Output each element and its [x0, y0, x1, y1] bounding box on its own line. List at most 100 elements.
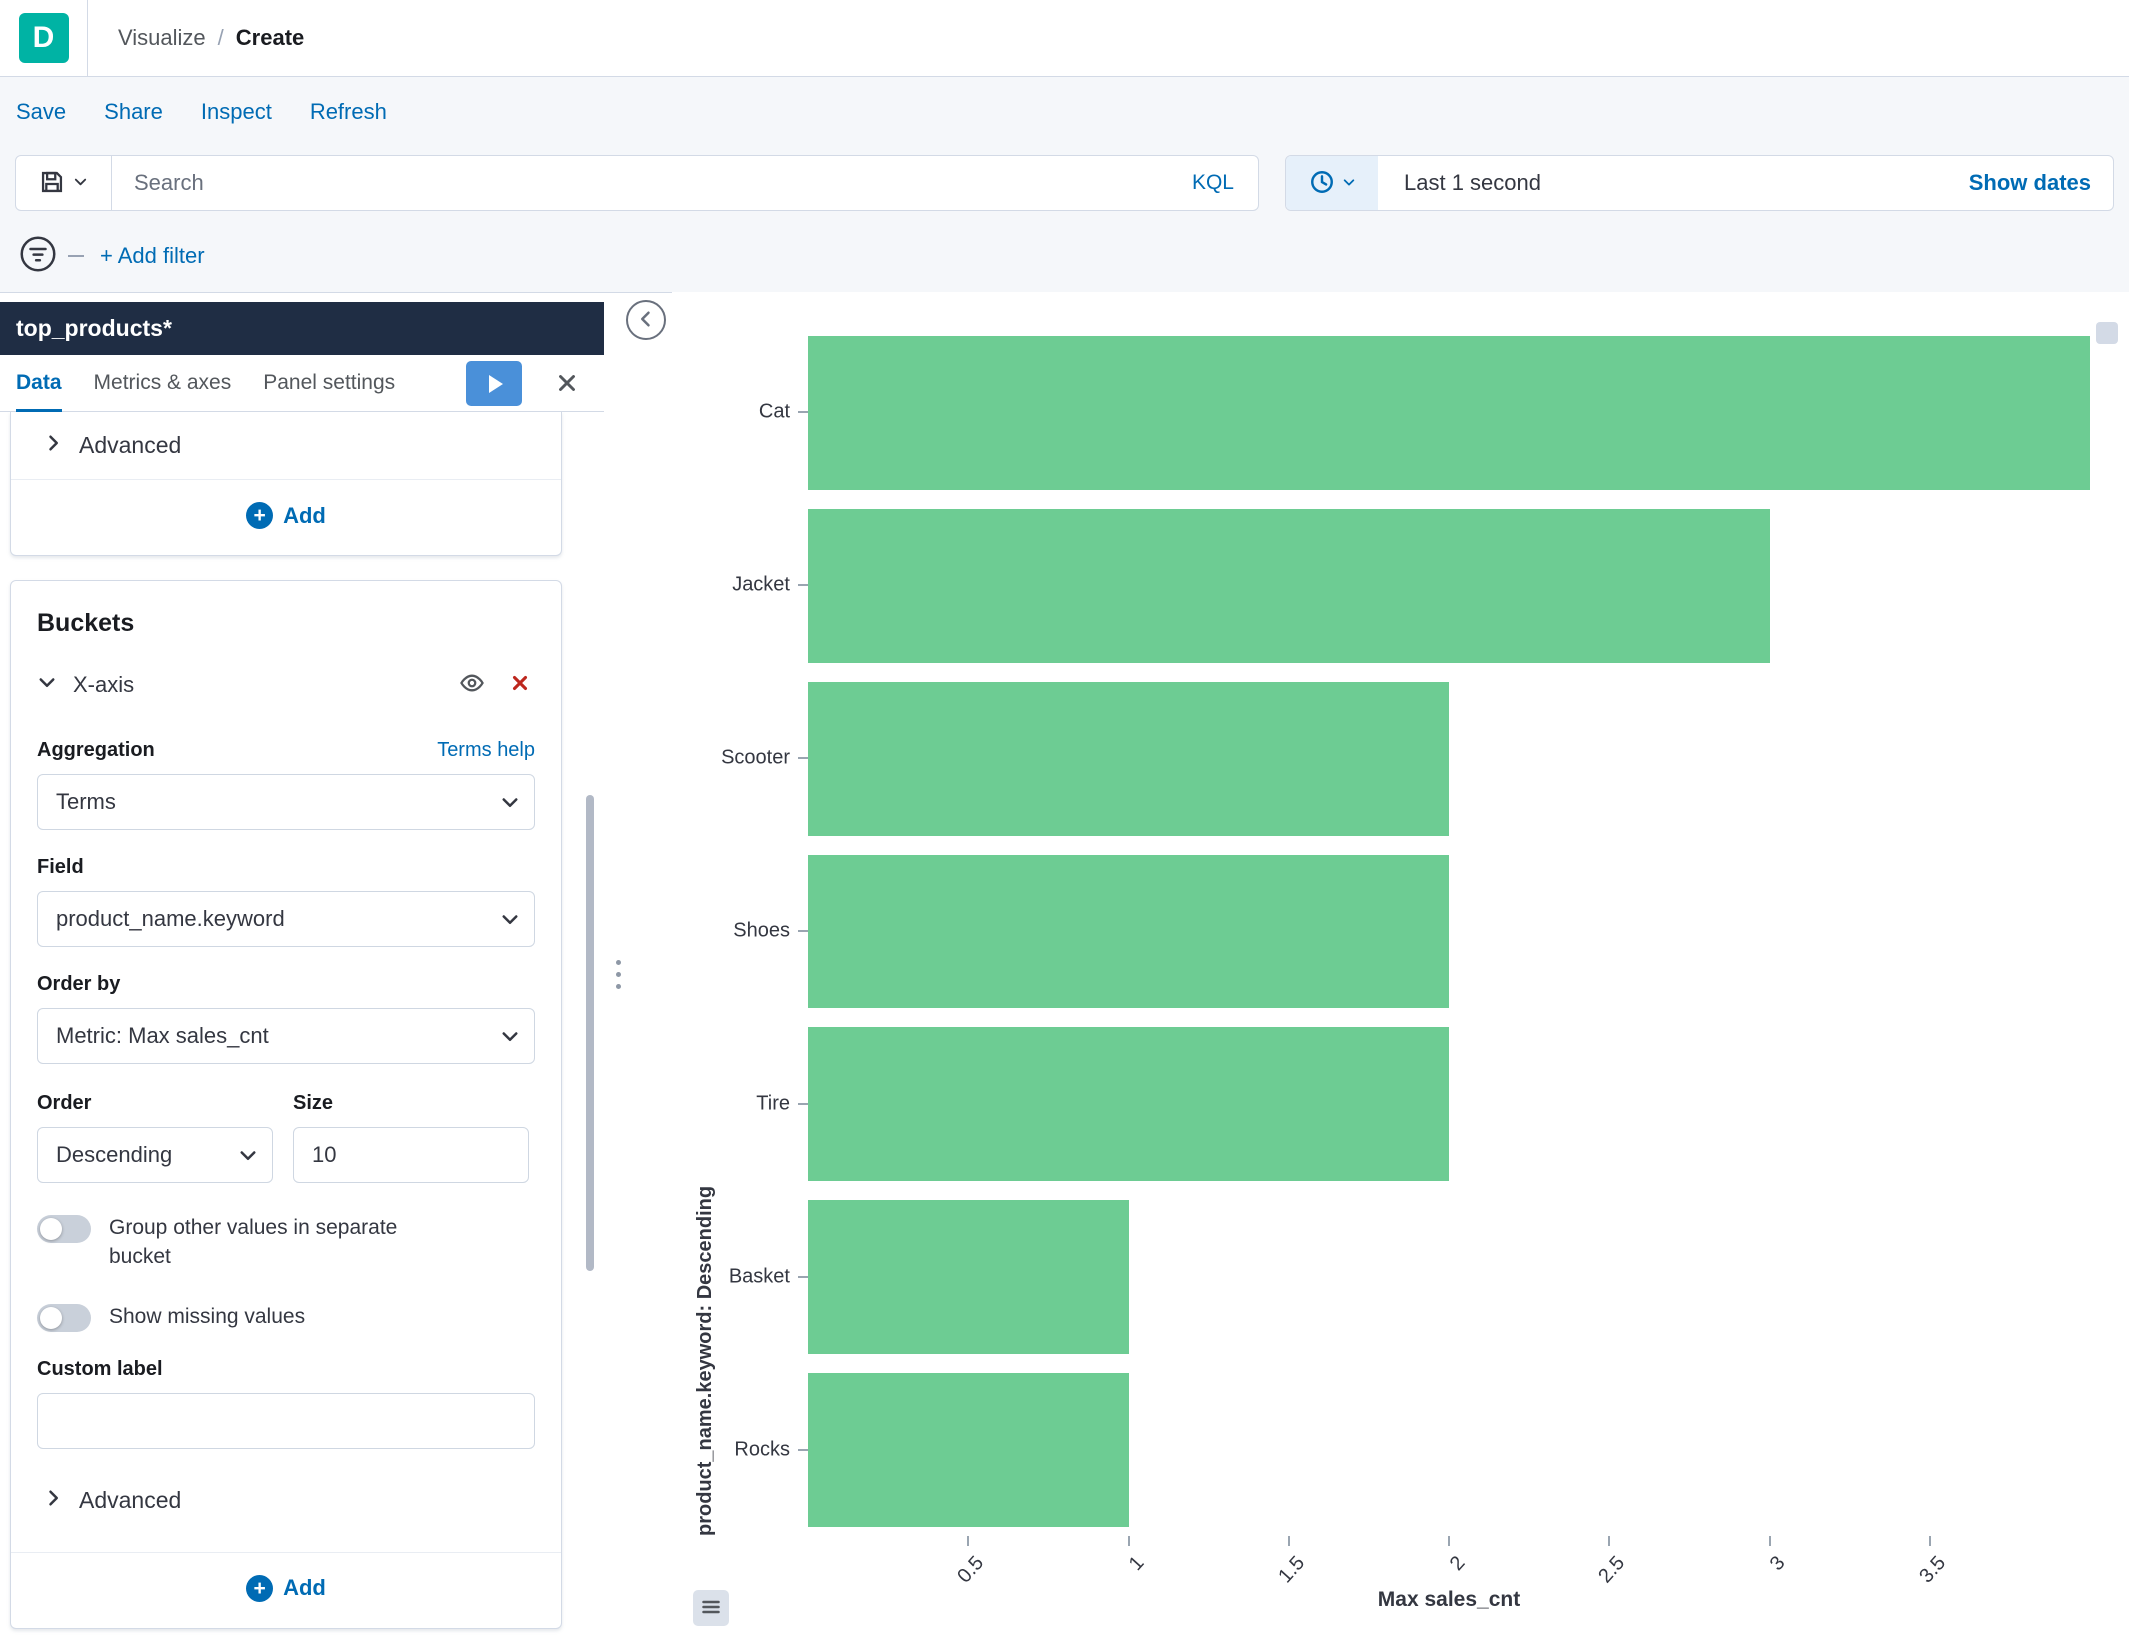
breadcrumb-visualize[interactable]: Visualize	[118, 25, 206, 50]
field-select-value: product_name.keyword	[56, 906, 285, 931]
query-bar: KQL Last 1 second Show dates	[0, 147, 2129, 219]
share-link[interactable]: Share	[104, 99, 163, 124]
y-tick	[798, 1102, 808, 1105]
plus-in-circle-icon: +	[246, 502, 274, 529]
add-label: Add	[283, 502, 326, 528]
add-filter-link[interactable]: + Add filter	[100, 242, 205, 268]
saved-query-button[interactable]	[16, 156, 112, 210]
panel-resize-handle[interactable]	[610, 948, 626, 1000]
chevron-down-icon	[238, 1145, 258, 1165]
field-select[interactable]: product_name.keyword	[37, 891, 535, 947]
y-axis-title: product_name.keyword: Descending	[694, 1185, 716, 1536]
panel-title: top_products*	[0, 302, 604, 355]
chart-corner-swatch	[2096, 322, 2118, 344]
show-missing-label: Show missing values	[109, 1304, 306, 1328]
show-missing-switch[interactable]	[37, 1303, 91, 1332]
panel-scrollbar-thumb[interactable]	[586, 795, 594, 1271]
custom-label-input[interactable]	[37, 1392, 535, 1449]
order-by-select-value: Metric: Max sales_cnt	[56, 1023, 269, 1048]
save-link[interactable]: Save	[16, 99, 67, 124]
buckets-advanced-toggle[interactable]: Advanced	[37, 1467, 535, 1534]
advanced-label: Advanced	[79, 432, 182, 458]
terms-help-link[interactable]: Terms help	[437, 739, 535, 761]
app-logo-button[interactable]: D	[0, 0, 88, 77]
advanced-label: Advanced	[79, 1486, 182, 1513]
legend-toggle-button[interactable]	[693, 1590, 729, 1626]
toggle-visibility-button[interactable]	[455, 666, 489, 703]
add-metric-button[interactable]: + Add	[11, 480, 561, 555]
kql-button[interactable]: KQL	[1168, 156, 1258, 210]
y-axis-label-tire[interactable]: Tire	[756, 1092, 790, 1115]
y-axis-label-cat[interactable]: Cat	[758, 400, 790, 423]
remove-bucket-button[interactable]	[505, 668, 535, 701]
close-icon	[554, 370, 580, 399]
order-select-value: Descending	[56, 1142, 173, 1167]
chevron-down-icon	[1342, 175, 1356, 192]
filter-funnel-icon	[18, 234, 58, 277]
size-label: Size	[293, 1092, 334, 1114]
aggregation-label: Aggregation	[37, 739, 155, 761]
chevron-down-icon	[500, 792, 520, 812]
y-axis-label-jacket[interactable]: Jacket	[732, 573, 790, 596]
order-by-select[interactable]: Metric: Max sales_cnt	[37, 1008, 535, 1064]
play-icon	[489, 374, 503, 393]
breadcrumb: Visualize / Create	[118, 25, 304, 51]
chevron-left-icon	[636, 309, 656, 332]
bar-rocks[interactable]	[808, 1373, 1129, 1527]
tab-data[interactable]: Data	[16, 355, 62, 412]
chevron-down-icon	[500, 909, 520, 929]
group-other-switch[interactable]	[37, 1215, 91, 1243]
collapse-panel-button[interactable]	[626, 300, 666, 340]
bar-jacket[interactable]	[808, 508, 1770, 663]
bar-shoes[interactable]	[808, 854, 1449, 1009]
chevron-down-icon	[500, 1026, 520, 1046]
bar-basket[interactable]	[808, 1200, 1129, 1355]
size-col: Size	[293, 1064, 529, 1183]
app-logo: D	[18, 13, 69, 63]
bar-scooter[interactable]	[808, 681, 1449, 836]
visualization-editor-panel: top_products* Data Metrics & axes Panel …	[0, 302, 604, 1638]
order-select[interactable]: Descending	[37, 1127, 273, 1183]
aggregation-select[interactable]: Terms	[37, 774, 535, 830]
add-bucket-button[interactable]: + Add	[11, 1553, 561, 1628]
time-picker-button[interactable]	[1286, 156, 1378, 210]
search-input[interactable]	[112, 170, 1168, 196]
bar-cat[interactable]	[808, 336, 2090, 490]
close-editor-button[interactable]	[550, 367, 584, 401]
aggregation-label-row: Aggregation Terms help	[37, 723, 535, 774]
order-label: Order	[37, 1092, 92, 1114]
x-axis-accordion: X-axis	[37, 666, 535, 703]
bar-tire[interactable]	[808, 1027, 1449, 1182]
breadcrumb-create: Create	[235, 25, 305, 50]
breadcrumb-separator: /	[217, 25, 224, 50]
x-axis-bucket-label[interactable]: X-axis	[73, 671, 135, 697]
list-icon	[701, 1597, 721, 1620]
size-input[interactable]	[293, 1127, 529, 1183]
y-tick	[798, 757, 808, 760]
action-bar: Save Share Inspect Refresh	[0, 77, 2129, 147]
order-col: Order Descending	[37, 1064, 273, 1183]
buckets-card: Buckets X-axis Ag	[10, 580, 562, 1629]
order-by-label: Order by	[37, 973, 121, 995]
filter-bar: + Add filter	[0, 219, 2129, 292]
y-axis-label-basket[interactable]: Basket	[728, 1265, 790, 1288]
tab-metrics-axes[interactable]: Metrics & axes	[93, 371, 232, 394]
chevron-down-icon[interactable]	[37, 672, 57, 697]
apply-changes-button[interactable]	[466, 361, 522, 406]
time-range-value[interactable]: Last 1 second	[1404, 170, 1541, 195]
search-control: KQL	[15, 155, 1259, 211]
metrics-advanced-toggle[interactable]: Advanced	[11, 412, 561, 479]
y-axis-label-shoes[interactable]: Shoes	[733, 919, 790, 942]
show-dates-link[interactable]: Show dates	[1968, 170, 2091, 195]
refresh-link[interactable]: Refresh	[309, 99, 387, 124]
red-x-icon	[509, 672, 531, 697]
add-label: Add	[283, 1575, 326, 1601]
y-axis-label-scooter[interactable]: Scooter	[721, 746, 790, 769]
filter-options-button[interactable]	[16, 234, 60, 278]
field-label: Field	[37, 856, 84, 878]
group-other-toggle-row: Group other values in separate bucket	[37, 1213, 535, 1272]
save-disk-icon	[39, 169, 65, 198]
y-axis-label-rocks[interactable]: Rocks	[734, 1438, 790, 1461]
tab-panel-settings[interactable]: Panel settings	[263, 371, 396, 394]
inspect-link[interactable]: Inspect	[200, 99, 272, 124]
